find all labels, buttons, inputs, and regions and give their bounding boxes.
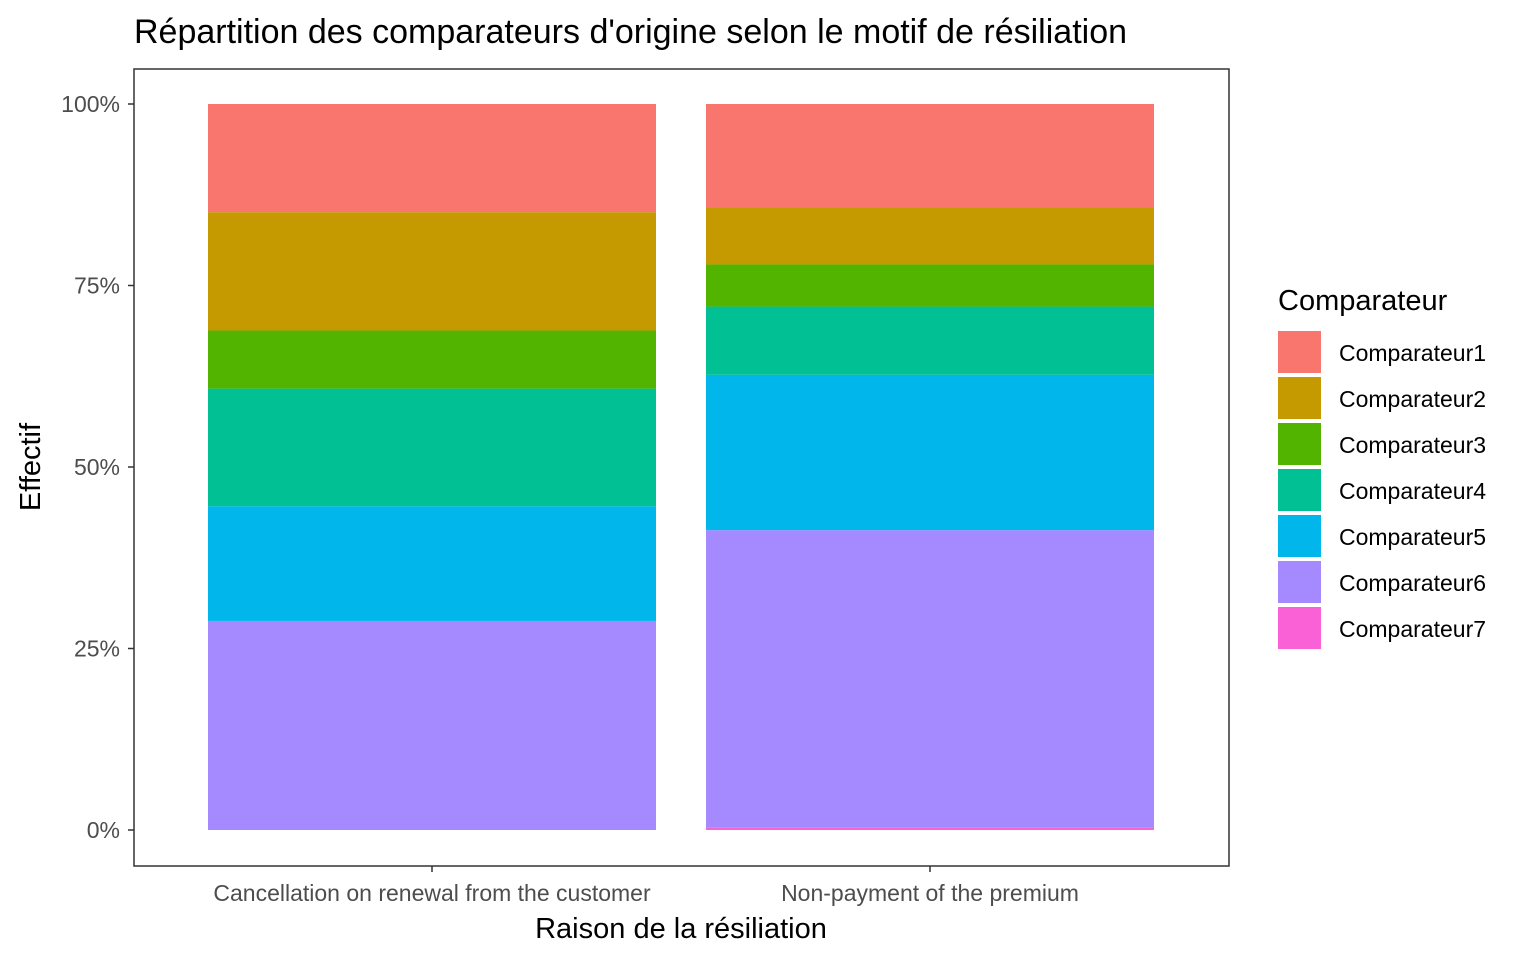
legend-label-comparateur1: Comparateur1 <box>1339 340 1486 366</box>
legend-label-comparateur6: Comparateur6 <box>1339 570 1486 596</box>
bar-segment-comparateur6-1 <box>208 620 656 830</box>
legend-title: Comparateur <box>1278 285 1448 317</box>
bar-segment-comparateur6-2 <box>706 530 1154 828</box>
y-tick-label: 100% <box>61 91 120 117</box>
legend-swatch-comparateur5 <box>1278 515 1321 557</box>
y-axis-title: Effectif <box>15 422 47 511</box>
y-tick-label: 75% <box>74 273 120 299</box>
bar-segment-comparateur4-1 <box>208 388 656 507</box>
x-tick-label: Cancellation on renewal from the custome… <box>213 880 651 906</box>
legend-label-comparateur2: Comparateur2 <box>1339 386 1486 412</box>
bar-segment-comparateur7-2 <box>706 827 1154 830</box>
y-tick-label: 50% <box>74 454 120 480</box>
bar-segment-comparateur2-1 <box>208 212 656 331</box>
y-tick-label: 25% <box>74 636 120 662</box>
legend-swatch-comparateur2 <box>1278 377 1321 419</box>
x-axis: Cancellation on renewal from the custome… <box>213 866 1079 906</box>
y-axis: 0% 25% 50% 75% 100% <box>61 91 134 843</box>
legend-swatch-comparateur1 <box>1278 331 1321 373</box>
legend-swatch-comparateur4 <box>1278 469 1321 511</box>
y-tick-label: 0% <box>87 817 120 843</box>
x-axis-title: Raison de la résiliation <box>535 913 827 945</box>
bars-group <box>208 104 1154 830</box>
x-tick-label: Non-payment of the premium <box>781 880 1079 906</box>
chart-title: Répartition des comparateurs d'origine s… <box>134 13 1127 51</box>
legend-label-comparateur7: Comparateur7 <box>1339 616 1486 642</box>
legend-label-comparateur5: Comparateur5 <box>1339 524 1486 550</box>
legend-swatch-comparateur6 <box>1278 561 1321 603</box>
legend-label-comparateur4: Comparateur4 <box>1339 478 1486 504</box>
bar-segment-comparateur3-2 <box>706 264 1154 307</box>
legend-swatch-comparateur7 <box>1278 607 1321 649</box>
bar-segment-comparateur4-2 <box>706 306 1154 375</box>
bar-segment-comparateur5-1 <box>208 506 656 621</box>
bar-segment-comparateur3-1 <box>208 330 656 389</box>
bar-segment-comparateur2-2 <box>706 207 1154 265</box>
legend-label-comparateur3: Comparateur3 <box>1339 432 1486 458</box>
bar-segment-comparateur5-2 <box>706 374 1154 531</box>
legend-items: Comparateur1 Comparateur2 Comparateur3 Comp… <box>1278 331 1486 649</box>
bar-segment-comparateur1-2 <box>706 104 1154 208</box>
legend: Comparateur Comparateur1Comparateur2Comp… <box>1278 285 1486 649</box>
legend-swatch-comparateur3 <box>1278 423 1321 465</box>
bar-segment-comparateur1-1 <box>208 104 656 213</box>
